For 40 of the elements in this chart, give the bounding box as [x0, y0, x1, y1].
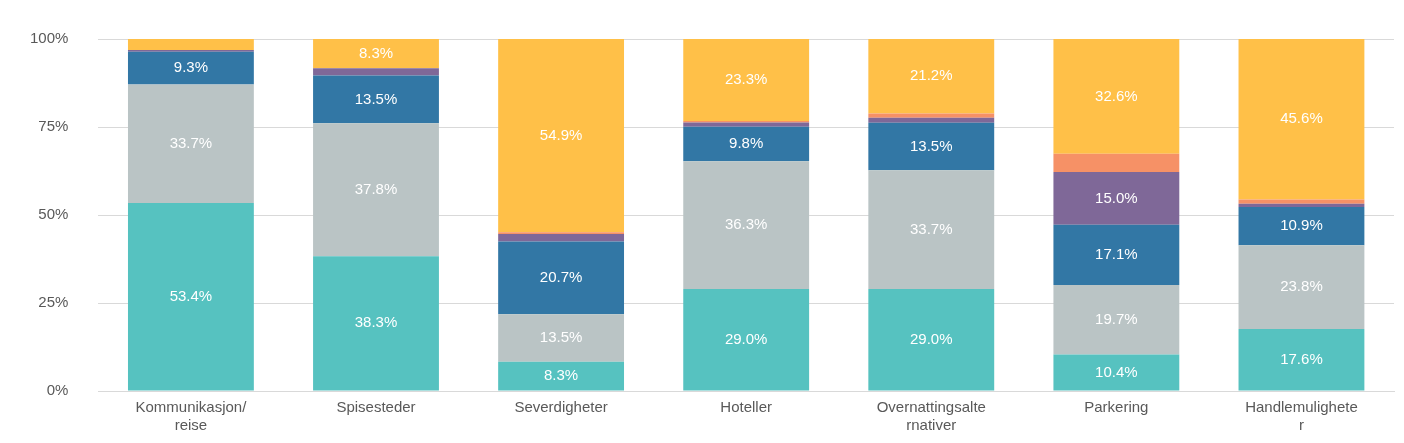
y-tick-label: 0% — [46, 381, 69, 399]
data-label: 38.3% — [354, 313, 398, 331]
data-label: 33.7% — [169, 133, 213, 151]
y-tick-label: 50% — [38, 205, 69, 223]
y-tick-label: 25% — [38, 293, 69, 311]
data-label: 53.4% — [169, 286, 213, 304]
data-label: 54.9% — [539, 125, 583, 143]
data-label: 10.4% — [1095, 362, 1138, 380]
y-tick-label: 100% — [29, 29, 69, 47]
x-tick-label: Spisesteder — [336, 398, 416, 416]
data-label: 32.6% — [1095, 86, 1138, 104]
data-label: 15.0% — [1095, 188, 1138, 206]
x-tick-label: Overnattingsalte rnativer — [876, 398, 986, 434]
data-label: 37.8% — [354, 179, 398, 197]
data-label: 19.7% — [1095, 309, 1138, 327]
x-tick-label: Parkering — [1084, 398, 1149, 416]
y-tick-label: 75% — [38, 117, 69, 135]
x-tick-label: Hoteller — [720, 398, 773, 416]
data-label: 23.3% — [724, 70, 768, 88]
data-label: 9.8% — [729, 134, 764, 152]
x-tick-label: Kommunikasjon/ reise — [135, 398, 248, 434]
data-label: 29.0% — [724, 329, 768, 347]
data-label: 17.6% — [1280, 349, 1323, 367]
data-label: 13.5% — [354, 89, 398, 107]
data-label: 9.3% — [173, 58, 209, 76]
data-label: 36.3% — [724, 215, 768, 233]
x-tick-label: Severdigheter — [514, 398, 608, 416]
data-label: 10.9% — [1280, 216, 1323, 234]
data-label: 17.1% — [1095, 245, 1138, 263]
data-label: 21.2% — [910, 66, 953, 84]
data-label: 20.7% — [539, 267, 583, 285]
data-label: 29.0% — [910, 329, 953, 347]
data-label: 45.6% — [1280, 109, 1323, 127]
data-label: 33.7% — [910, 219, 953, 237]
x-tick-label: Handlemulighete r — [1245, 398, 1358, 434]
data-label: 8.3% — [543, 366, 579, 384]
data-label: 23.8% — [1280, 277, 1323, 295]
data-label: 8.3% — [358, 43, 394, 61]
data-label: 13.5% — [910, 136, 953, 154]
data-label: 13.5% — [539, 328, 583, 346]
